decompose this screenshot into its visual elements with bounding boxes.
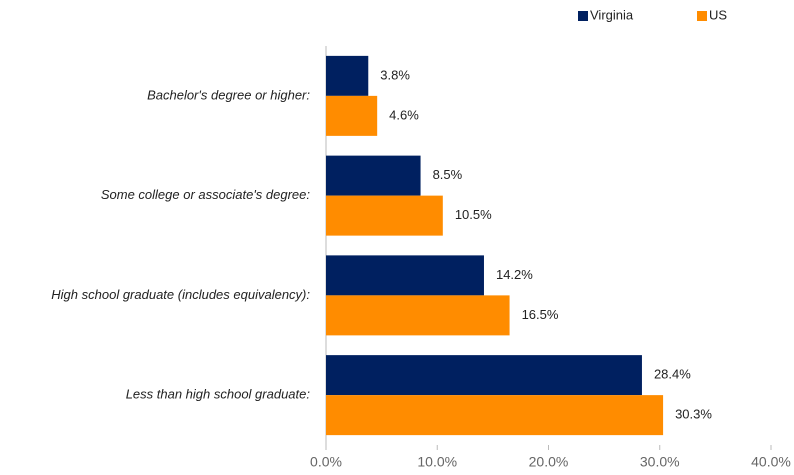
value-label: 3.8% bbox=[380, 67, 410, 82]
value-label: 4.6% bbox=[389, 107, 419, 122]
value-label: 28.4% bbox=[654, 367, 691, 382]
legend-label: US bbox=[709, 7, 727, 22]
legend-label: Virginia bbox=[590, 7, 634, 22]
value-label: 10.5% bbox=[455, 207, 492, 222]
value-label: 16.5% bbox=[522, 307, 559, 322]
category-label: Some college or associate's degree: bbox=[101, 187, 311, 202]
x-tick-label: 10.0% bbox=[417, 454, 457, 470]
bar bbox=[326, 55, 369, 96]
value-label: 30.3% bbox=[675, 407, 712, 422]
legend-swatch bbox=[578, 11, 588, 21]
bar bbox=[326, 295, 510, 336]
x-tick-label: 0.0% bbox=[310, 454, 342, 470]
bar bbox=[326, 255, 484, 296]
value-label: 8.5% bbox=[433, 167, 463, 182]
category-label: Bachelor's degree or higher: bbox=[147, 87, 310, 102]
bar bbox=[326, 155, 421, 196]
category-label: High school graduate (includes equivalen… bbox=[51, 287, 310, 302]
bar bbox=[326, 395, 664, 436]
x-tick-label: 30.0% bbox=[640, 454, 680, 470]
x-tick-label: 20.0% bbox=[529, 454, 569, 470]
bar bbox=[326, 95, 378, 136]
value-label: 14.2% bbox=[496, 267, 533, 282]
bar bbox=[326, 195, 443, 236]
legend-swatch bbox=[697, 11, 707, 21]
x-tick-label: 40.0% bbox=[751, 454, 791, 470]
bar bbox=[326, 355, 642, 396]
category-label: Less than high school graduate: bbox=[126, 387, 311, 402]
